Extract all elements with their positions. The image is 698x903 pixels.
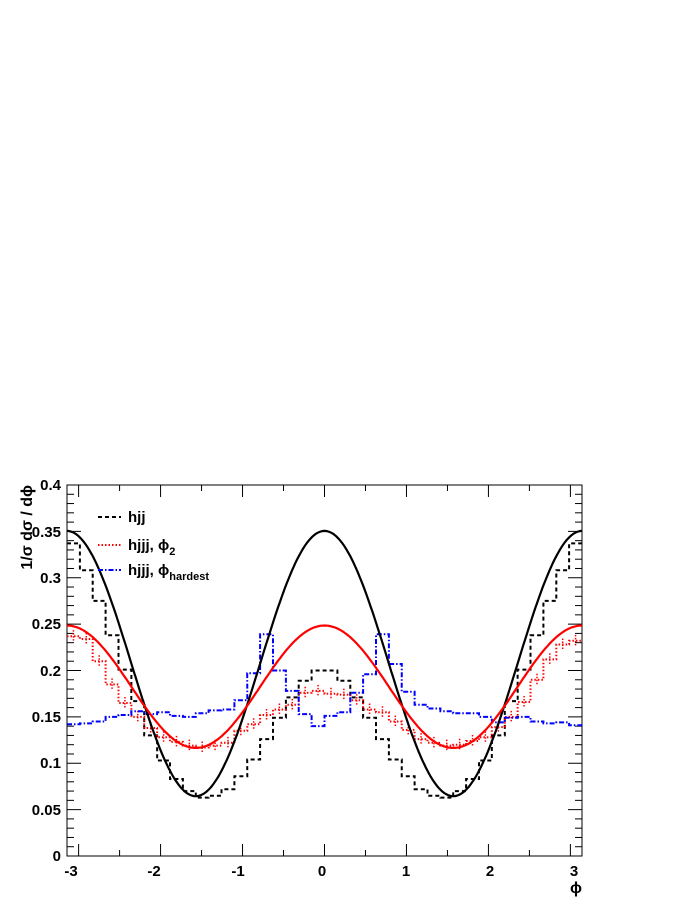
y-tick-label: 0.4	[40, 477, 62, 494]
y-tick-label: 0	[53, 848, 61, 865]
y-tick-label: 0.35	[32, 524, 61, 541]
histogram-series-1	[67, 635, 582, 749]
fit-curve-4	[66, 624, 583, 749]
legend-label-hjjj-phihardest-sub: hardest	[169, 571, 209, 583]
legend-label-hjjj-phi2: hjjj, ϕ2	[128, 537, 175, 558]
histogram-series-0	[67, 542, 582, 799]
x-tick-label: -2	[147, 863, 160, 880]
x-tick-label: -1	[231, 863, 244, 880]
y-tick-label: 0.15	[32, 709, 61, 726]
legend: hjj hjjj, ϕ2 hjjj, ϕhardest	[98, 509, 209, 583]
y-axis-ticks	[67, 484, 582, 857]
y-axis-tick-labels: 0 0.05 0.1 0.15 0.2 0.25 0.3 0.35 0.4	[32, 477, 62, 865]
x-tick-label: -3	[64, 863, 77, 880]
legend-label-hjjj-phihardest: hjjj, ϕhardest	[128, 562, 209, 583]
legend-label-hjjj-phihardest-base: hjjj, ϕ	[128, 562, 169, 579]
legend-label-hjj: hjj	[128, 509, 146, 526]
x-axis-ticks	[78, 485, 571, 856]
y-tick-label: 0.3	[40, 570, 61, 587]
x-tick-label: 2	[486, 863, 494, 880]
series-layer	[66, 529, 583, 799]
y-axis-title: 1/σ dσ / dϕ	[19, 485, 36, 570]
y-tick-label: 0.25	[32, 616, 61, 633]
x-axis-tick-labels: -3 -2 -1 0 1 2 3	[64, 863, 578, 880]
legend-label-hjjj-phi2-base: hjjj, ϕ	[128, 537, 169, 554]
x-tick-label: 1	[402, 863, 410, 880]
y-tick-label: 0.1	[40, 755, 61, 772]
fit-curve-3	[66, 529, 583, 798]
legend-label-hjjj-phi2-sub: 2	[169, 546, 175, 558]
y-tick-label: 0.05	[32, 802, 61, 819]
x-axis-title: ϕ	[570, 880, 582, 897]
x-tick-label: 3	[570, 863, 578, 880]
x-tick-label: 0	[318, 863, 326, 880]
y-tick-label: 0.2	[40, 663, 61, 680]
